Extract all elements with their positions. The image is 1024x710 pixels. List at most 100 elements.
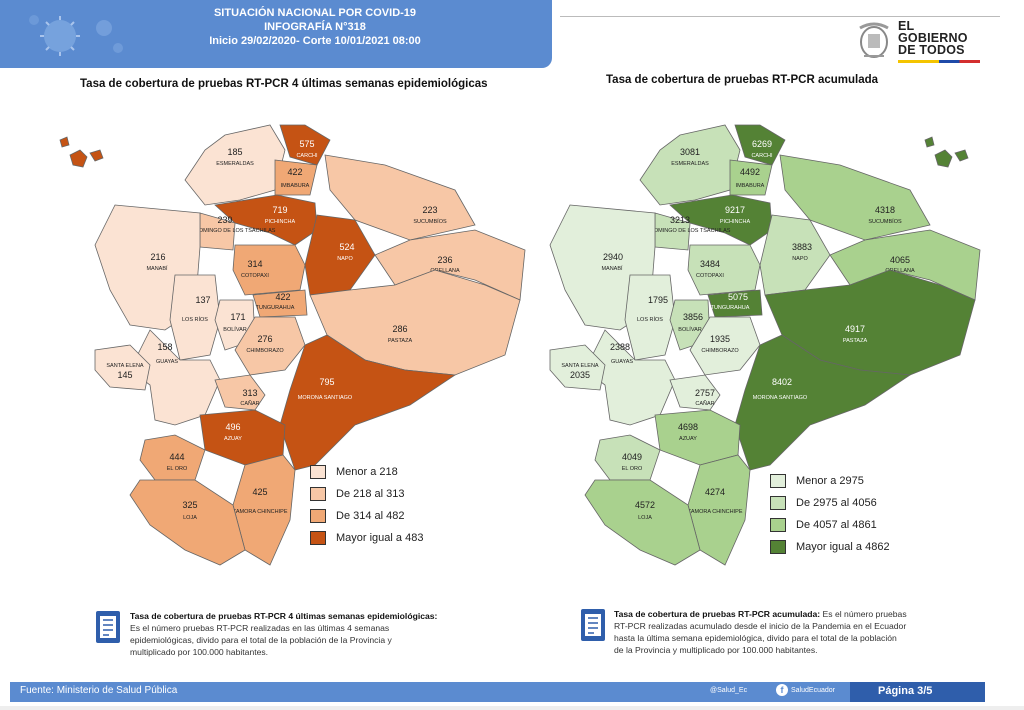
province-value: 5075: [728, 292, 748, 302]
legend-swatch: [770, 496, 786, 510]
province-name: EL ORO: [622, 466, 643, 472]
province-name: LOS RÍOS: [182, 316, 208, 323]
legend-swatch: [310, 487, 326, 501]
twitter-handle[interactable]: @Salud_Ec: [710, 687, 748, 694]
logo-line-2: GOBIERNO: [898, 31, 968, 45]
legend-swatch: [310, 531, 326, 545]
province-value: 1935: [710, 334, 730, 344]
footer-bar: Fuente: Ministerio de Salud Pública @Sal…: [10, 682, 985, 702]
left-map: 185 ESMERALDAS 575 CARCHI 422 IMBABURA 719 PICH…: [55, 123, 526, 566]
province-shape: [689, 316, 761, 376]
province-el-oro: 444 EL ORO: [139, 434, 206, 481]
province-value: 216: [150, 252, 165, 262]
virus-icon: [29, 15, 123, 56]
province-name: SANTO DOMINGO DE LOS TSÁCHILAS: [630, 227, 731, 234]
province-shape: [279, 334, 457, 471]
header-title: SITUACIÓN NACIONAL POR COVID-19: [213, 7, 417, 19]
province-cañar: 2757 CAÑAR: [669, 374, 721, 411]
province-sucumbíos: 223 SUCUMBÍOS: [324, 154, 476, 241]
logo-line-1: EL: [898, 19, 915, 33]
province-shape: [199, 409, 286, 466]
province-pichincha: 9217 PICHINCHA: [669, 194, 773, 246]
province-value: 2940: [603, 252, 623, 262]
province-pichincha: 719 PICHINCHA: [214, 194, 318, 246]
province-name: GALÁPAGOS: [918, 185, 952, 192]
province-sucumbíos: 4318 SUCUMBÍOS: [779, 154, 931, 241]
province-value: 286: [392, 324, 407, 334]
province-morona-santiago: 8402 MORONA SANTIAGO: [734, 334, 912, 471]
legend-label: De 218 al 313: [336, 488, 405, 500]
right-note-line: hasta la última semana epidemiológica, d…: [614, 633, 897, 643]
province-esmeraldas: 185 ESMERALDAS: [184, 124, 286, 206]
logo-line-3: DE TODOS: [898, 43, 965, 57]
province-value: 158: [157, 342, 172, 352]
province-cotopaxi: 314 COTOPAXI: [232, 244, 306, 296]
province-name: SUCUMBÍOS: [413, 218, 447, 225]
right-map-title: Tasa de cobertura de pruebas RT-PCR acum…: [606, 74, 879, 86]
province-azuay: 496 AZUAY: [199, 409, 286, 466]
legend-label: Menor a 2975: [796, 475, 864, 487]
province-los-ríos: 137 LOS RÍOS: [169, 274, 221, 361]
legend-swatch: [310, 509, 326, 523]
province-value: 171: [230, 312, 245, 322]
province-name: SANTA ELENA: [106, 363, 144, 369]
legend-label: De 4057 al 4861: [796, 519, 877, 531]
province-pastaza: 4917 PASTAZA: [764, 269, 976, 376]
province-imbabura: 422 IMBABURA: [274, 159, 318, 196]
province-value: 444: [169, 452, 184, 462]
province-name: CARCHI: [751, 153, 773, 159]
left-note-title: Tasa de cobertura de pruebas RT-PCR 4 úl…: [130, 611, 438, 621]
right-legend: Menor a 2975 De 2975 al 4056 De 4057 al …: [770, 474, 920, 554]
document-checklist-icon: [581, 609, 605, 641]
flag-stripe: [898, 60, 980, 63]
province-name: ESMERALDAS: [671, 161, 709, 167]
province-value: 137: [195, 295, 210, 305]
page-indicator: Página 3/5: [850, 682, 985, 702]
province-name: GALÁPAGOS: [55, 185, 87, 192]
province-value: 3484: [700, 259, 720, 269]
left-note-line: epidemiológicas, divido para el total de…: [130, 635, 392, 645]
province-name: CHIMBORAZO: [701, 348, 739, 354]
left-legend: Menor a 218 De 218 al 313 De 314 al 482 …: [310, 465, 450, 545]
province-shape: [234, 316, 306, 376]
province-name: ZAMORA CHINCHIPE: [687, 509, 742, 515]
province-shape: [184, 124, 286, 206]
province-galápagos: 32661 GALÁPAGOS: [918, 123, 969, 192]
province-shape: [707, 289, 763, 318]
province-value: 496: [225, 422, 240, 432]
province-name: AZUAY: [224, 436, 242, 442]
province-value: 4917: [845, 324, 865, 334]
province-shape: [214, 374, 266, 411]
province-value: 276: [257, 334, 272, 344]
province-value: 2035: [570, 370, 590, 380]
left-map-title: Tasa de cobertura de pruebas RT-PCR 4 úl…: [80, 78, 488, 90]
province-santo-domingo-de-los-tsáchilas: 239 SANTO DOMINGO DE LOS TSÁCHILAS: [175, 212, 276, 251]
legend-swatch: [770, 474, 786, 488]
facebook-link[interactable]: f SaludEcuador: [776, 684, 835, 696]
province-name: CAÑAR: [695, 400, 714, 407]
province-name: PASTAZA: [388, 338, 413, 344]
legend-label: Mayor igual a 4862: [796, 541, 890, 553]
government-logo: EL GOBIERNO DE TODOS: [850, 18, 990, 64]
province-name: TUNGURAHUA: [256, 305, 295, 311]
header-infographic-number: INFOGRAFÍA N°318: [264, 21, 366, 33]
province-name: BOLÍVAR: [223, 326, 246, 333]
province-azuay: 4698 AZUAY: [654, 409, 741, 466]
province-value: 236: [437, 255, 452, 265]
footer-source-name: Ministerio de Salud Pública: [56, 685, 178, 696]
legend-swatch: [310, 465, 326, 479]
province-napo: 3883 NAPO: [759, 214, 831, 296]
province-el-oro: 4049 EL ORO: [594, 434, 661, 481]
province-name: IMBABURA: [281, 183, 310, 189]
province-shape: [639, 124, 741, 206]
province-name: SUCUMBÍOS: [868, 218, 902, 225]
province-shape: [252, 289, 308, 318]
province-shape: [324, 154, 476, 241]
province-name: ESMERALDAS: [216, 161, 254, 167]
province-shape: [59, 136, 104, 168]
province-cañar: 313 CAÑAR: [214, 374, 266, 411]
province-shape: [669, 374, 721, 411]
province-shape: [129, 479, 246, 566]
province-shape: [624, 274, 676, 361]
